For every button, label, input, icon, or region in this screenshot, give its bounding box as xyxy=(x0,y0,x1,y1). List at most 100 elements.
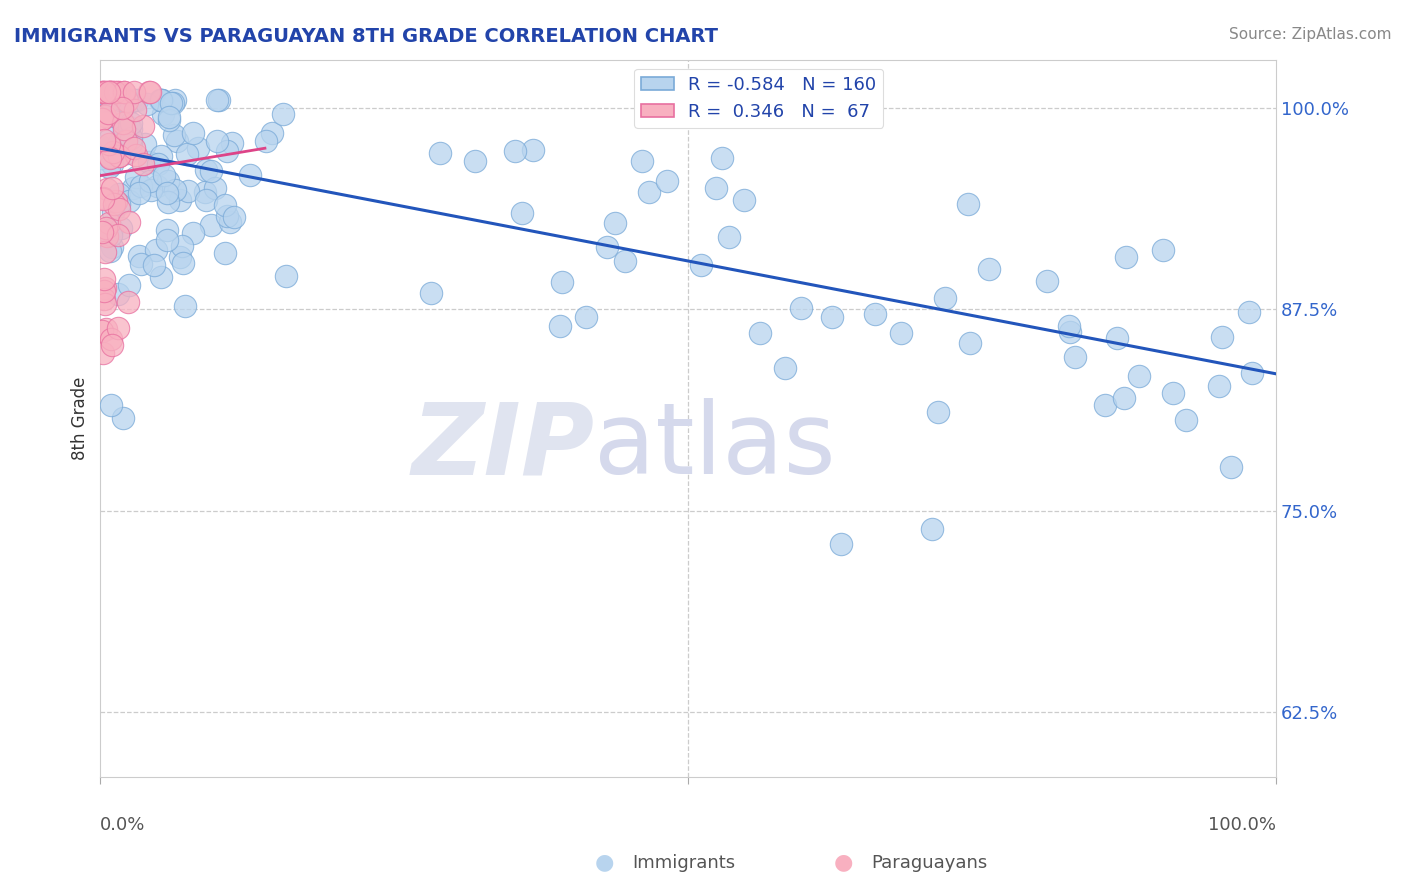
Point xyxy=(420,286,443,301)
Point xyxy=(96,182,118,196)
Point xyxy=(222,210,245,224)
Point xyxy=(93,272,115,286)
Point xyxy=(218,214,240,228)
Point xyxy=(145,244,167,258)
Point xyxy=(108,93,131,107)
Point xyxy=(100,228,122,243)
Point xyxy=(1094,398,1116,412)
Point xyxy=(773,361,796,376)
Point xyxy=(177,184,200,198)
Point xyxy=(176,147,198,161)
Point xyxy=(638,185,661,199)
Point xyxy=(97,85,120,99)
Point xyxy=(91,192,114,206)
Point xyxy=(98,150,121,164)
Point xyxy=(195,162,218,177)
Point xyxy=(1161,386,1184,401)
Point xyxy=(125,169,148,184)
Point xyxy=(118,194,141,208)
Point xyxy=(94,322,117,336)
Point xyxy=(790,301,813,316)
Point xyxy=(122,93,145,107)
Point xyxy=(631,153,654,168)
Y-axis label: 8th Grade: 8th Grade xyxy=(72,376,89,459)
Point xyxy=(156,223,179,237)
Point xyxy=(262,126,284,140)
Point xyxy=(97,85,120,99)
Point xyxy=(655,174,678,188)
Point xyxy=(152,168,174,182)
Point xyxy=(163,128,186,142)
Point xyxy=(146,178,169,193)
Point xyxy=(103,197,125,211)
Point xyxy=(122,141,145,155)
Point xyxy=(596,239,619,253)
Point xyxy=(96,229,118,244)
Point xyxy=(103,205,125,219)
Point xyxy=(127,93,149,107)
Point xyxy=(170,239,193,253)
Point xyxy=(115,93,138,107)
Point xyxy=(162,95,184,110)
Point xyxy=(1064,351,1087,365)
Point xyxy=(160,95,183,110)
Point xyxy=(214,246,236,260)
Point xyxy=(118,95,141,110)
Point xyxy=(118,120,141,134)
Point xyxy=(1128,368,1150,383)
Point xyxy=(690,258,713,272)
Point xyxy=(132,119,155,133)
Point xyxy=(733,193,755,207)
Point xyxy=(94,221,117,235)
Point xyxy=(157,110,180,124)
Point xyxy=(132,157,155,171)
Point xyxy=(207,134,229,148)
Point xyxy=(181,226,204,240)
Point xyxy=(100,338,122,352)
Point xyxy=(117,215,139,229)
Point xyxy=(274,269,297,284)
Point xyxy=(117,294,139,309)
Point xyxy=(94,244,117,259)
Point xyxy=(1219,459,1241,474)
Point xyxy=(115,94,138,108)
Point xyxy=(98,152,121,166)
Point xyxy=(605,216,627,230)
Point xyxy=(977,262,1000,277)
Point xyxy=(98,85,121,99)
Point xyxy=(150,149,173,163)
Point xyxy=(112,85,135,99)
Point xyxy=(550,318,572,333)
Point xyxy=(91,191,114,205)
Point xyxy=(98,93,121,107)
Point xyxy=(112,410,135,425)
Point xyxy=(271,107,294,121)
Point xyxy=(163,93,186,107)
Text: Paraguayans: Paraguayans xyxy=(872,855,988,872)
Text: ZIP: ZIP xyxy=(411,399,595,495)
Point xyxy=(100,332,122,346)
Point xyxy=(254,134,277,148)
Point xyxy=(169,194,191,208)
Point xyxy=(94,85,117,99)
Point xyxy=(111,129,134,144)
Text: ●: ● xyxy=(834,853,853,872)
Point xyxy=(830,536,852,550)
Point xyxy=(149,93,172,107)
Point xyxy=(927,405,949,419)
Point xyxy=(156,233,179,247)
Point xyxy=(124,103,146,117)
Point xyxy=(90,93,112,107)
Text: 0.0%: 0.0% xyxy=(100,816,146,834)
Point xyxy=(98,216,121,230)
Point xyxy=(149,93,172,107)
Point xyxy=(120,131,142,145)
Point xyxy=(91,93,114,107)
Point xyxy=(105,144,128,158)
Point xyxy=(108,149,131,163)
Point xyxy=(1057,319,1080,334)
Point xyxy=(166,135,188,149)
Point xyxy=(163,183,186,197)
Point xyxy=(112,122,135,136)
Point xyxy=(613,254,636,268)
